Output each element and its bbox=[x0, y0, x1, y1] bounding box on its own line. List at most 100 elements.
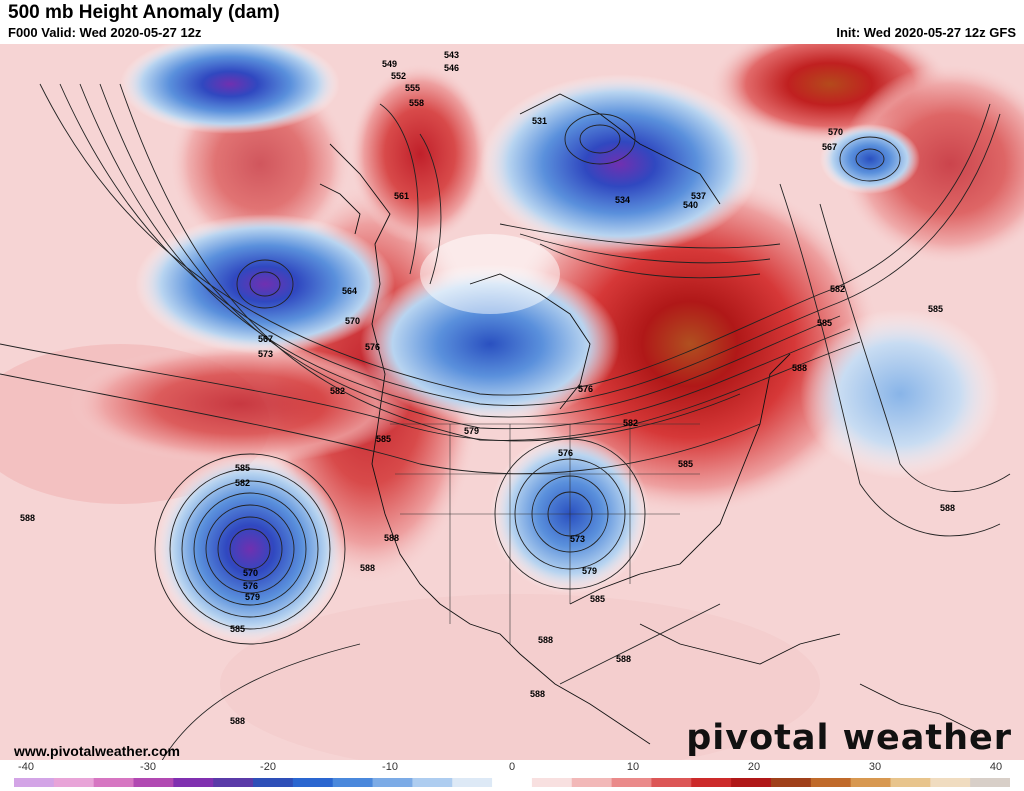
contour-label: 567 bbox=[822, 142, 837, 152]
pivotal-weather-logo: pivotal weather bbox=[686, 718, 1012, 758]
website-url: www.pivotalweather.com bbox=[14, 743, 180, 759]
contour-label: 570 bbox=[243, 568, 258, 578]
colorbar-swatch bbox=[970, 778, 1010, 787]
colorbar-swatch bbox=[372, 778, 413, 787]
contour-label: 585 bbox=[376, 434, 391, 444]
contour-label: 576 bbox=[243, 581, 258, 591]
contour-label: 552 bbox=[391, 71, 406, 81]
contour-label: 540 bbox=[683, 200, 698, 210]
colorbar-swatch bbox=[213, 778, 254, 787]
contour-label: 573 bbox=[570, 534, 585, 544]
atlantic-weak-low bbox=[800, 309, 1000, 479]
contour-label: 579 bbox=[245, 592, 260, 602]
contour-label: 585 bbox=[678, 459, 693, 469]
valid-time: F000 Valid: Wed 2020-05-27 12z bbox=[8, 25, 202, 40]
contour-label: 585 bbox=[928, 304, 943, 314]
contour-label: 543 bbox=[444, 50, 459, 60]
colorbar-swatch bbox=[770, 778, 812, 787]
contour-label: 588 bbox=[230, 716, 245, 726]
colorbar-swatch bbox=[412, 778, 453, 787]
contour-label: 585 bbox=[230, 624, 245, 634]
colorbar-swatch bbox=[173, 778, 214, 787]
colorbar-swatch bbox=[930, 778, 971, 787]
north-atlantic-low bbox=[820, 124, 920, 194]
contour-labels: 543 546 549 552 555 558 531 537 540 534 … bbox=[20, 50, 955, 726]
init-time: Init: Wed 2020-05-27 12z GFS bbox=[836, 25, 1016, 40]
contour-label: 588 bbox=[792, 363, 807, 373]
colorbar-swatch bbox=[571, 778, 613, 787]
contour-label: 555 bbox=[405, 83, 420, 93]
contour-label: 549 bbox=[382, 59, 397, 69]
contour-label: 573 bbox=[258, 349, 273, 359]
colorbar-swatch bbox=[531, 778, 573, 787]
contour-label: 567 bbox=[258, 334, 273, 344]
colorbar-swatch bbox=[890, 778, 931, 787]
contour-label: 531 bbox=[532, 116, 547, 126]
colorbar-tick: 0 bbox=[508, 761, 516, 773]
contour-label: 585 bbox=[817, 318, 832, 328]
contour-label: 585 bbox=[235, 463, 250, 473]
contour-label: 579 bbox=[582, 566, 597, 576]
colorbar-swatch bbox=[253, 778, 294, 787]
colorbar bbox=[14, 778, 1010, 787]
contour-label: 576 bbox=[365, 342, 380, 352]
contour-label: 588 bbox=[384, 533, 399, 543]
colorbar-tick: 30 bbox=[868, 761, 882, 773]
anomaly-map: 543 546 549 552 555 558 531 537 540 534 … bbox=[0, 44, 1024, 760]
contour-label: 561 bbox=[394, 191, 409, 201]
colorbar-swatch bbox=[292, 778, 334, 787]
colorbar-tick: 20 bbox=[747, 761, 761, 773]
baffin-low bbox=[480, 74, 760, 254]
coastlines bbox=[319, 93, 981, 745]
colorbar-tick: -20 bbox=[260, 761, 276, 773]
contour-label: 585 bbox=[590, 594, 605, 604]
contour-label: 582 bbox=[235, 478, 250, 488]
colorbar-swatch bbox=[53, 778, 95, 787]
alaska-ridge bbox=[350, 64, 490, 244]
contour-label: 564 bbox=[342, 286, 357, 296]
contour-label: 546 bbox=[444, 63, 459, 73]
contour-label: 579 bbox=[464, 426, 479, 436]
map-title: 500 mb Height Anomaly (dam) bbox=[8, 2, 280, 23]
gulf-alaska-low bbox=[135, 214, 395, 354]
colorbar-swatch bbox=[731, 778, 772, 787]
contour-label: 570 bbox=[828, 127, 843, 137]
contour-label: 588 bbox=[616, 654, 631, 664]
colorbar-swatch bbox=[452, 778, 493, 787]
colorbar-swatch bbox=[93, 778, 135, 787]
colorbar-tick: 40 bbox=[989, 761, 1003, 773]
contour-label: 582 bbox=[330, 386, 345, 396]
colorbar-swatch bbox=[492, 778, 533, 787]
contour-label: 582 bbox=[623, 418, 638, 428]
colorbar-swatch bbox=[651, 778, 692, 787]
contour-label: 576 bbox=[558, 448, 573, 458]
contour-label: 588 bbox=[940, 503, 955, 513]
colorbar-tick: -10 bbox=[382, 761, 398, 773]
colorbar-tick: -40 bbox=[18, 761, 34, 773]
eastern-ridge bbox=[500, 174, 880, 514]
colorbar-ticks: -40 -30 -20 -10 0 10 20 30 40 bbox=[0, 761, 1024, 777]
header: 500 mb Height Anomaly (dam) F000 Valid: … bbox=[0, 0, 1024, 44]
contour-label: 588 bbox=[530, 689, 545, 699]
contour-label: 576 bbox=[578, 384, 593, 394]
colorbar-swatch bbox=[14, 778, 55, 787]
siberia-low bbox=[120, 44, 340, 134]
contour-label: 558 bbox=[409, 98, 424, 108]
colorbar-swatch bbox=[810, 778, 852, 787]
contour-label: 588 bbox=[20, 513, 35, 523]
contour-label: 537 bbox=[691, 191, 706, 201]
colorbar-tick: -30 bbox=[140, 761, 156, 773]
state-borders bbox=[390, 423, 700, 644]
contour-label: 588 bbox=[538, 635, 553, 645]
contour-label: 582 bbox=[830, 284, 845, 294]
contour-label: 588 bbox=[360, 563, 375, 573]
contour-label: 534 bbox=[615, 195, 630, 205]
colorbar-swatch bbox=[332, 778, 374, 787]
colorbar-swatch bbox=[850, 778, 891, 787]
colorbar-swatch bbox=[691, 778, 732, 787]
contour-label: 570 bbox=[345, 316, 360, 326]
pacific-cutoff-low bbox=[155, 454, 345, 644]
height-contours bbox=[0, 83, 1011, 760]
colorbar-swatch bbox=[611, 778, 652, 787]
colorbar-tick: 10 bbox=[626, 761, 640, 773]
